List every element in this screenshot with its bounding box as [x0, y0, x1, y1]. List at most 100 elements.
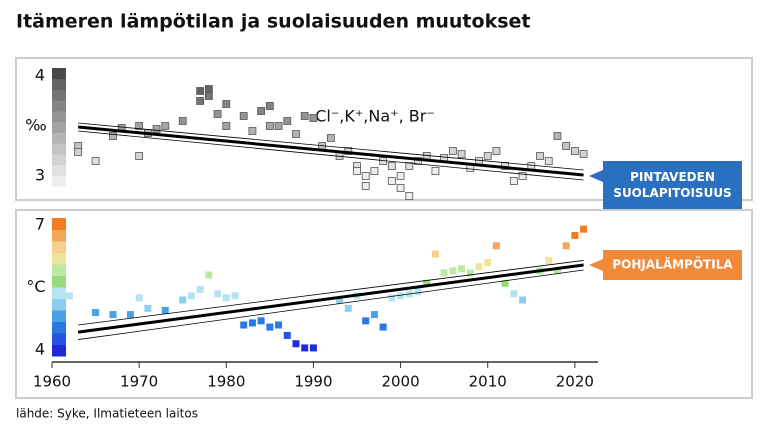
color-bar-segment — [52, 132, 66, 144]
data-point — [449, 267, 457, 275]
data-point — [205, 271, 213, 279]
data-point — [109, 132, 117, 140]
color-bar-segment — [52, 333, 66, 345]
trend-line — [78, 125, 584, 177]
data-point — [204, 85, 213, 93]
data-point — [562, 242, 570, 250]
data-point — [580, 225, 588, 233]
data-point — [361, 172, 370, 180]
data-point — [553, 132, 562, 140]
data-point — [74, 148, 83, 156]
data-point — [475, 263, 483, 271]
color-bar-segment — [52, 252, 66, 265]
data-point — [570, 147, 579, 155]
data-point — [126, 311, 134, 319]
data-point — [292, 340, 300, 348]
data-point — [231, 292, 239, 300]
data-point — [187, 292, 195, 300]
data-point — [326, 134, 335, 142]
x-tick-label: 1960 — [33, 373, 71, 391]
data-point — [196, 97, 205, 105]
trend-line — [77, 263, 584, 334]
data-point — [423, 279, 431, 287]
x-tick-label: 1990 — [294, 373, 332, 391]
color-bar-segment — [52, 264, 66, 276]
data-point — [484, 259, 492, 266]
data-point — [109, 311, 117, 319]
data-point — [178, 117, 187, 125]
color-bar-segment — [52, 344, 66, 357]
data-point — [204, 92, 213, 100]
data-point — [135, 152, 144, 160]
x-tick-label: 1980 — [207, 373, 245, 391]
color-bar-segment — [52, 298, 66, 311]
data-point — [92, 309, 100, 316]
data-point — [370, 167, 379, 175]
data-point — [387, 177, 396, 185]
data-point — [240, 321, 248, 329]
data-point — [265, 102, 274, 110]
data-point — [361, 182, 370, 190]
panel-frame — [15, 209, 753, 399]
data-point — [405, 162, 414, 170]
callout-label: POHJALÄMPÖTILA — [612, 257, 733, 272]
color-bar-segment — [52, 121, 66, 133]
trend-line — [78, 269, 584, 340]
data-point — [579, 150, 588, 158]
data-point — [562, 142, 571, 150]
data-point — [222, 294, 230, 302]
data-point — [370, 311, 378, 319]
data-point — [257, 317, 265, 325]
y-axis-unit: ‰ — [25, 116, 46, 135]
data-point — [379, 323, 387, 331]
data-point — [388, 294, 396, 302]
data-point — [135, 122, 144, 130]
data-point — [213, 110, 222, 118]
x-tick-label: 2020 — [556, 373, 594, 391]
data-point — [283, 117, 292, 125]
callout-box — [589, 161, 742, 209]
callout-label: PINTAVEDEN SUOLAPITOISUUS — [613, 170, 731, 200]
data-point — [275, 321, 283, 329]
data-point — [222, 100, 231, 108]
data-point — [396, 172, 405, 180]
color-bar-segment — [52, 175, 66, 187]
data-point — [336, 296, 344, 304]
data-point — [544, 157, 553, 165]
data-point — [283, 331, 291, 339]
data-point — [265, 122, 274, 130]
data-point — [405, 192, 414, 200]
color-bar-segment — [52, 218, 66, 230]
data-point — [239, 112, 248, 120]
trend-line — [78, 130, 584, 181]
color-bar-segment — [52, 275, 66, 288]
data-point — [152, 125, 161, 133]
data-point — [91, 157, 100, 165]
data-point — [344, 304, 352, 312]
panel-frame — [15, 57, 753, 201]
color-bar-segment — [52, 100, 66, 112]
color-bar-segment — [52, 310, 66, 322]
data-point — [161, 122, 170, 130]
color-bar-segment — [52, 287, 66, 299]
data-point — [518, 172, 527, 180]
data-point — [431, 167, 440, 175]
color-bar-segment — [52, 68, 66, 80]
data-point — [292, 130, 300, 138]
data-point — [501, 279, 509, 287]
callout-box — [589, 250, 742, 280]
data-point — [440, 269, 448, 277]
trend-line — [78, 260, 584, 326]
data-point — [65, 292, 73, 300]
data-point — [431, 250, 439, 258]
data-point — [536, 152, 544, 160]
annotation: Cl⁻,K⁺,Na⁺, Br⁻ — [315, 107, 435, 126]
data-point — [300, 112, 309, 120]
color-bar-segment — [52, 89, 66, 101]
data-point — [196, 286, 204, 294]
color-bar-segment — [52, 143, 66, 155]
data-point — [458, 265, 466, 273]
data-point — [553, 267, 561, 275]
color-bar-segment — [52, 110, 66, 123]
